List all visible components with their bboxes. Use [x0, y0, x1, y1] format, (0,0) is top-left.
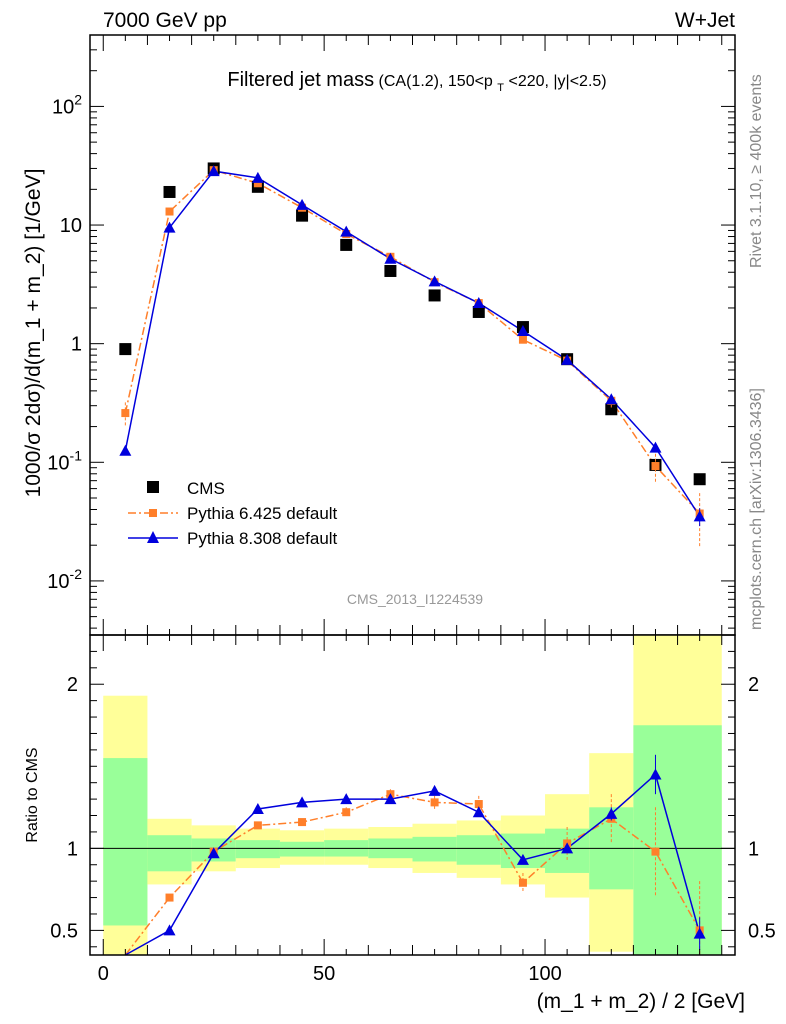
header-left: 7000 GeV pp	[103, 9, 227, 32]
ratio-py6-point	[430, 798, 439, 807]
mcplots-label: mcplots.cern.ch [arXiv:1306.3436]	[748, 388, 765, 630]
band-inner	[103, 758, 148, 926]
ratio-y-label: Ratio to CMS	[24, 747, 41, 842]
x-tick-label: 100	[528, 963, 561, 985]
ratio-py6-line	[124, 793, 701, 956]
watermark: CMS_2013_I1224539	[347, 591, 483, 607]
legend-marker-py8	[147, 531, 159, 543]
py8-point	[340, 225, 353, 237]
legend: CMS Pythia 6.425 default Pythia 8.308 de…	[128, 479, 338, 548]
py8-point	[693, 510, 706, 522]
y-tick-label: 1	[71, 334, 82, 356]
py6-point	[518, 335, 527, 344]
band-inner	[147, 835, 192, 872]
ratio-py8-point	[207, 847, 220, 859]
cms-point	[296, 209, 309, 222]
x-tick-label: 50	[313, 963, 335, 985]
ratio-py6-point	[253, 821, 262, 830]
x-tick-label: 0	[98, 963, 109, 985]
py8-point	[384, 252, 397, 264]
cms-point	[119, 343, 132, 356]
cms-point	[340, 238, 353, 251]
plot-title-sub-subscript: T	[497, 82, 504, 94]
ratio-y-tick-label-right: 2	[748, 674, 759, 696]
ratio-py6-point	[165, 893, 174, 902]
ratio-py8-line	[124, 773, 701, 956]
legend-marker-py6	[149, 509, 157, 517]
header-right: W+Jet	[675, 9, 735, 32]
ratio-y-tick-label-right: 0.5	[748, 920, 776, 942]
legend-marker-cms	[147, 481, 159, 493]
cms-point	[428, 289, 441, 302]
ratio-y-tick-label: 1	[67, 838, 78, 860]
ratio-py6-point	[298, 818, 307, 827]
py8-point	[516, 324, 529, 336]
ratio-plot: 0 50 100 0.5 0.5 1 1 2 2 Ratio to CMS (m_1 + m_2…	[24, 634, 776, 1013]
plot-title-main: Filtered jet mass	[227, 69, 374, 91]
py6-point	[253, 179, 262, 188]
py6-point	[121, 409, 130, 418]
ratio-py8-point	[605, 807, 618, 819]
cms-point	[605, 403, 618, 416]
y-tick-label: 10-2	[47, 566, 82, 593]
legend-label-cms: CMS	[187, 479, 225, 498]
py8-point	[251, 171, 264, 183]
legend-label-py8: Pythia 8.308 default	[187, 529, 338, 548]
legend-label-py6: Pythia 6.425 default	[187, 504, 338, 523]
ratio-py8-point	[516, 853, 529, 865]
main-plot: 10-2 10-1 1 10 102 1000/σ 2dσ)/d(m_1 + m_2) …	[22, 34, 736, 636]
py6-point	[165, 207, 174, 216]
y-axis-label: 1000/σ 2dσ)/d(m_1 + m_2) [1/GeV]	[22, 169, 45, 498]
plot-title-sub-suffix: <220, |y|<2.5)	[508, 73, 606, 90]
py8-point	[472, 297, 485, 309]
ratio-y-tick-label-right: 1	[748, 838, 759, 860]
py8-point	[296, 198, 309, 210]
plot-title-sub-prefix: (CA(1.2), 150<p	[379, 73, 493, 90]
py8-point	[605, 393, 618, 405]
rivet-label: Rivet 3.1.10, ≥ 400k events	[748, 74, 765, 268]
ratio-py8-point	[649, 768, 662, 780]
cms-point	[472, 305, 485, 318]
cms-point	[693, 473, 706, 486]
ratio-py8-point	[251, 802, 264, 814]
band-inner	[279, 841, 325, 857]
ratio-py6-point	[342, 808, 351, 817]
ratio-py8-point	[163, 924, 176, 936]
py8-point	[561, 353, 574, 365]
y-tick-label: 10	[60, 215, 82, 237]
ratio-py6-point	[474, 800, 483, 809]
py6-point	[651, 462, 660, 471]
y-tick-label: 102	[52, 91, 82, 118]
ratio-py6-point	[651, 847, 660, 856]
ratio-py8-point	[561, 842, 574, 854]
svg-text:Filtered jet mass (CA(: Filtered jet mass (CA(1.2), 150<p T <220…	[227, 69, 606, 95]
cms-point	[384, 264, 397, 277]
x-axis-label: (m_1 + m_2) / 2 [GeV]	[537, 990, 745, 1013]
ratio-py8-point	[384, 793, 397, 805]
ratio-py8-point	[472, 806, 485, 818]
ratio-y-tick-label: 0.5	[50, 920, 78, 942]
py6-line	[124, 169, 701, 515]
py8-point	[207, 165, 220, 177]
ratio-py8-point	[296, 796, 309, 808]
ratio-py8-point	[693, 927, 706, 939]
ratio-py8-point	[340, 793, 353, 805]
band-inner	[456, 835, 501, 865]
py8-line	[124, 170, 701, 517]
py8-point	[428, 275, 441, 287]
band-inner	[633, 725, 722, 955]
py8-point	[163, 221, 176, 233]
ratio-y-tick-label: 2	[67, 674, 78, 696]
band-inner	[412, 836, 457, 862]
ratio-py6-point	[518, 878, 527, 887]
py8-point	[119, 444, 132, 456]
band-inner	[235, 840, 280, 859]
y-tick-label: 10-1	[47, 447, 82, 474]
cms-point	[163, 185, 176, 198]
py8-point	[649, 441, 662, 453]
ratio-py8-point	[428, 784, 441, 796]
plot-title: Filtered jet mass (CA(1.2), 150<p T <220…	[227, 69, 606, 95]
